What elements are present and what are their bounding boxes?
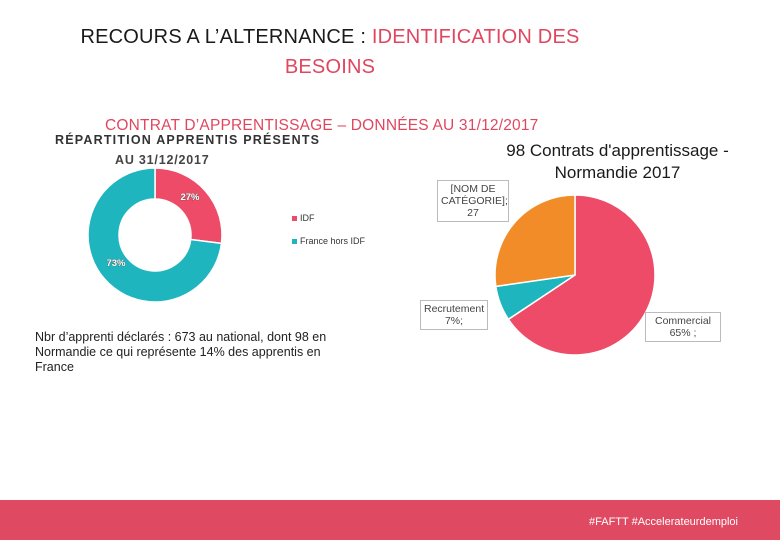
donut-slice-france-hors-idf: [87, 167, 223, 303]
pie-chart: [494, 194, 656, 356]
legend-label: IDF: [300, 213, 315, 223]
slide-title-part1: RECOURS A L’ALTERNANCE :: [80, 26, 372, 48]
slide-title: RECOURS A L’ALTERNANCE : IDENTIFICATION …: [0, 22, 660, 82]
section-subtitle: CONTRAT D’APPRENTISSAGE – DONNÉES AU 31/…: [105, 117, 539, 134]
donut-chart: 27% 73%: [87, 167, 223, 303]
pie-label-recrutement: Recrutement 7%;: [420, 300, 488, 330]
donut-legend: IDF France hors IDF: [292, 212, 365, 258]
donut-title-line2: AU 31/12/2017: [115, 153, 210, 167]
legend-item-france-hors-idf: France hors IDF: [292, 235, 365, 247]
legend-label: France hors IDF: [300, 236, 366, 246]
pie-slice-2: [494, 194, 576, 288]
legend-swatch: [292, 215, 297, 221]
footer-hashtags: #FAFTT #Accelerateurdemploi: [589, 516, 738, 528]
pie-label-commercial: Commercial 65% ;: [645, 312, 721, 342]
donut-title-line1: RÉPARTITION APPRENTIS PRÉSENTS: [55, 133, 321, 147]
legend-swatch: [292, 238, 297, 244]
donut-chart-title: RÉPARTITION APPRENTIS PRÉSENTS AU 31/12/…: [55, 130, 320, 170]
donut-data-label: 73%: [106, 258, 126, 269]
apprentice-count-note: Nbr d’apprenti déclarés : 673 au nationa…: [35, 330, 327, 374]
donut-data-label: 27%: [180, 192, 200, 203]
slide-title-highlight: IDENTIFICATION DES: [371, 26, 580, 48]
donut-slice-idf: [154, 167, 223, 245]
pie-chart-title: 98 Contrats d'apprentissage - Normandie …: [506, 141, 729, 182]
legend-item-idf: IDF: [292, 212, 365, 224]
pie-label-category: [NOM DE CATÉGORIE]; 27: [437, 180, 509, 222]
footer-bar: #FAFTT #Accelerateurdemploi: [0, 500, 780, 540]
slide-title-line2: BESOINS: [284, 56, 376, 78]
